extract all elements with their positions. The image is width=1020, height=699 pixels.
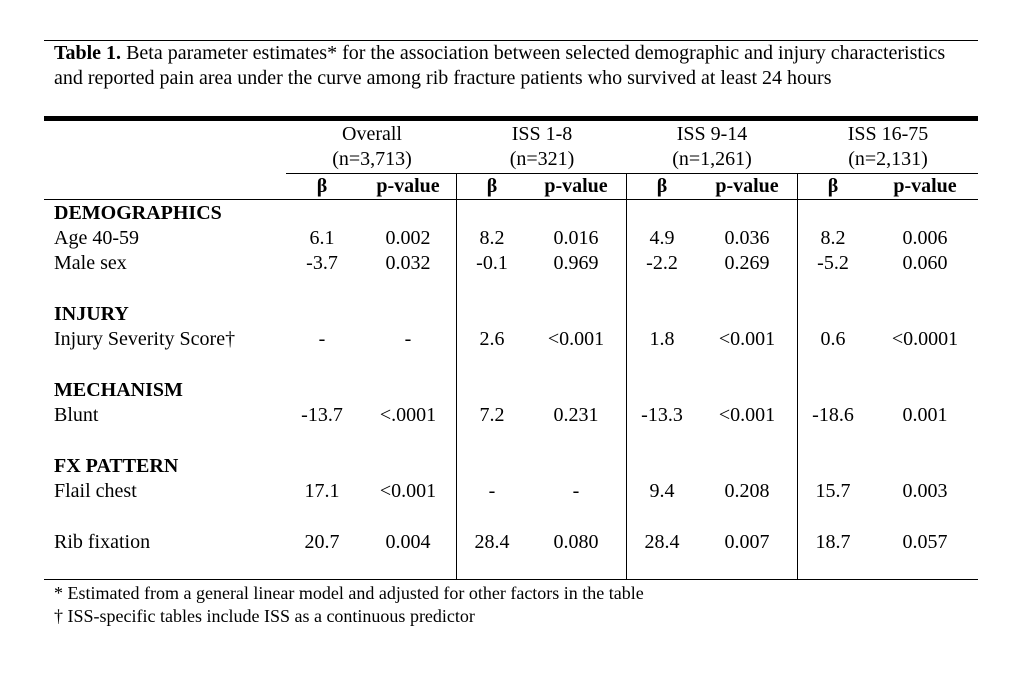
beta-cell: -	[488, 480, 496, 502]
pvalue-cell: 0.004	[385, 531, 431, 553]
pvalue-header-iss-16-75: p-value	[893, 175, 957, 197]
beta-cell: -2.2	[646, 252, 678, 274]
bottom-rule	[44, 579, 978, 580]
row-label: Injury Severity Score†	[54, 328, 236, 350]
beta-cell: 18.7	[815, 531, 851, 553]
beta-cell: 15.7	[815, 480, 851, 502]
top-rule	[44, 40, 978, 41]
pvalue-cell: 0.269	[724, 252, 770, 274]
beta-cell: 0.6	[820, 328, 846, 350]
column-divider-1	[456, 174, 457, 580]
footnote-1: * Estimated from a general linear model …	[54, 583, 644, 603]
section-heading-demographics: DEMOGRAPHICS	[54, 202, 222, 224]
pvalue-cell: 0.080	[553, 531, 599, 553]
beta-cell: 17.1	[304, 480, 340, 502]
beta-header-iss-16-75: β	[827, 175, 839, 197]
beta-cell: 28.4	[474, 531, 510, 553]
header-thick-rule	[44, 116, 978, 121]
group-header-iss-16-75: ISS 16-75 (n=2,131)	[847, 123, 929, 170]
beta-cell: 2.6	[479, 328, 505, 350]
beta-cell: 8.2	[479, 227, 505, 249]
beta-cell: 6.1	[309, 227, 335, 249]
beta-header-overall: β	[316, 175, 328, 197]
section-heading-injury: INJURY	[54, 303, 129, 325]
beta-cell: 7.2	[479, 404, 505, 426]
pvalue-cell: 0.032	[385, 252, 431, 274]
pvalue-header-overall: p-value	[376, 175, 440, 197]
subheader-rule	[44, 199, 978, 200]
pvalue-cell: -	[404, 328, 412, 350]
beta-cell: -13.7	[301, 404, 343, 426]
pvalue-cell: <0.001	[718, 404, 776, 426]
footnote-2: † ISS-specific tables include ISS as a c…	[54, 606, 475, 626]
beta-cell: 1.8	[649, 328, 675, 350]
pvalue-cell: 0.016	[553, 227, 599, 249]
pvalue-cell: <0.0001	[891, 328, 959, 350]
pvalue-cell: 0.208	[724, 480, 770, 502]
pvalue-cell: 0.057	[902, 531, 948, 553]
beta-cell: -13.3	[641, 404, 683, 426]
pvalue-cell: <0.001	[718, 328, 776, 350]
caption-text: Beta parameter estimates* for the associ…	[54, 42, 946, 89]
row-label: Blunt	[54, 404, 99, 426]
pvalue-cell: <0.001	[547, 328, 605, 350]
beta-cell: 4.9	[649, 227, 675, 249]
beta-cell: 8.2	[820, 227, 846, 249]
beta-header-iss-9-14: β	[656, 175, 668, 197]
pvalue-header-iss-9-14: p-value	[715, 175, 779, 197]
row-label: Flail chest	[54, 480, 137, 502]
pvalue-cell: 0.007	[724, 531, 770, 553]
pvalue-cell: -	[572, 480, 580, 502]
pvalue-cell: 0.036	[724, 227, 770, 249]
group-header-overall: Overall (n=3,713)	[332, 123, 412, 170]
section-heading-fx-pattern: FX PATTERN	[54, 455, 179, 477]
pvalue-cell: 0.001	[902, 404, 948, 426]
beta-cell: 9.4	[649, 480, 675, 502]
pvalue-cell: 0.002	[385, 227, 431, 249]
table-caption: Table 1. Beta parameter estimates* for t…	[54, 41, 974, 91]
beta-cell: -	[318, 328, 326, 350]
group-header-iss-9-14: ISS 9-14 (n=1,261)	[672, 123, 752, 170]
group-header-iss-1-8: ISS 1-8 (n=321)	[509, 123, 575, 170]
beta-cell: -5.2	[817, 252, 849, 274]
row-label: Rib fixation	[54, 531, 151, 553]
column-divider-2	[626, 174, 627, 580]
beta-cell: -18.6	[812, 404, 854, 426]
beta-cell: -3.7	[306, 252, 338, 274]
beta-header-iss-1-8: β	[486, 175, 498, 197]
pvalue-cell: <0.001	[379, 480, 437, 502]
pvalue-cell: 0.006	[902, 227, 948, 249]
pvalue-cell: 0.969	[553, 252, 599, 274]
beta-cell: 28.4	[644, 531, 680, 553]
column-divider-3	[797, 174, 798, 580]
pvalue-cell: 0.231	[553, 404, 599, 426]
pvalue-cell: 0.060	[902, 252, 948, 274]
pvalue-cell: <.0001	[379, 404, 437, 426]
pvalue-header-iss-1-8: p-value	[544, 175, 608, 197]
group-underline	[286, 173, 978, 174]
beta-cell: -0.1	[476, 252, 508, 274]
pvalue-cell: 0.003	[902, 480, 948, 502]
row-label: Male sex	[54, 252, 127, 274]
row-label: Age 40-59	[54, 227, 139, 249]
beta-cell: 20.7	[304, 531, 340, 553]
section-heading-mechanism: MECHANISM	[54, 379, 183, 401]
caption-label: Table 1.	[54, 42, 122, 64]
